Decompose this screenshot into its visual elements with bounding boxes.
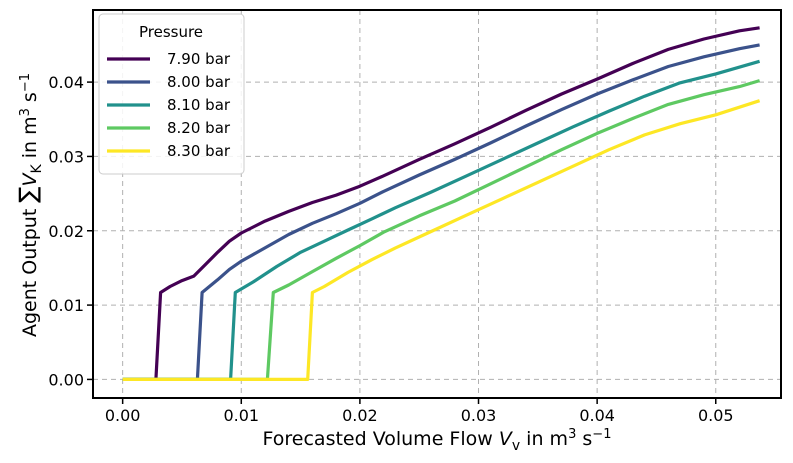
- y-tick-label: 0.00: [48, 370, 84, 389]
- legend-label: 7.90 bar: [167, 50, 231, 68]
- axis-ticks: 0.00 0.01 0.02 0.03 0.04 0.05 0.00 0.01 0.02 0.03…: [48, 73, 733, 425]
- series-lines: [122, 26, 761, 381]
- x-axis-label-subscript: v: [512, 438, 520, 454]
- y-axis-label-s: s: [19, 92, 41, 108]
- series-line: [122, 43, 760, 381]
- legend-label: 8.00 bar: [167, 73, 231, 91]
- x-axis-label-middle: in m: [520, 428, 568, 450]
- y-tick-label: 0.01: [48, 296, 84, 315]
- x-tick-label: 0.02: [342, 406, 378, 425]
- y-tick-label: 0.02: [48, 222, 84, 241]
- x-axis-label: Forecasted Volume Flow Vv in m3 s−1: [263, 427, 612, 454]
- series-line: [122, 26, 760, 381]
- y-axis-label: Agent Output ∑VK in m3 s−1: [14, 73, 45, 337]
- legend-label: 8.10 bar: [167, 96, 231, 114]
- legend: Pressure 7.90 bar 8.00 bar 8.10 bar 8.20 ba…: [98, 13, 245, 175]
- plot-frame: [92, 9, 782, 399]
- x-tick-label: 0.04: [579, 406, 615, 425]
- y-tick-label: 0.04: [48, 73, 84, 92]
- legend-entries: 7.90 bar 8.00 bar 8.10 bar 8.20 bar 8.30 bar: [107, 50, 231, 160]
- x-tick-label: 0.03: [461, 406, 497, 425]
- x-axis-label-symbol: V: [499, 428, 514, 450]
- series-line: [122, 79, 761, 381]
- y-axis-label-symbol: V: [19, 172, 41, 187]
- x-tick-label: 0.00: [105, 406, 141, 425]
- y-axis-label-middle: in m: [19, 116, 41, 164]
- x-tick-label: 0.01: [223, 406, 259, 425]
- y-axis-label-sup1: 3: [18, 108, 33, 116]
- x-axis-label-sup1: 3: [568, 427, 576, 442]
- y-tick-label: 0.03: [48, 147, 84, 166]
- x-axis-label-sup2: −1: [592, 427, 611, 442]
- legend-box: [98, 13, 245, 175]
- y-axis-label-prefix: Agent Output: [19, 203, 41, 337]
- y-axis-label-subscript: K: [29, 164, 45, 174]
- x-axis-label-s: s: [576, 428, 592, 450]
- y-axis-label-sup2: −1: [18, 73, 33, 92]
- legend-label: 8.20 bar: [167, 119, 231, 137]
- series-line: [122, 59, 761, 381]
- legend-title: Pressure: [139, 23, 203, 41]
- series-line: [122, 99, 761, 381]
- x-tick-label: 0.05: [698, 406, 734, 425]
- y-axis-label-sum: ∑: [14, 187, 42, 203]
- x-axis-label-prefix: Forecasted Volume Flow: [263, 428, 499, 450]
- legend-label: 8.30 bar: [167, 142, 231, 160]
